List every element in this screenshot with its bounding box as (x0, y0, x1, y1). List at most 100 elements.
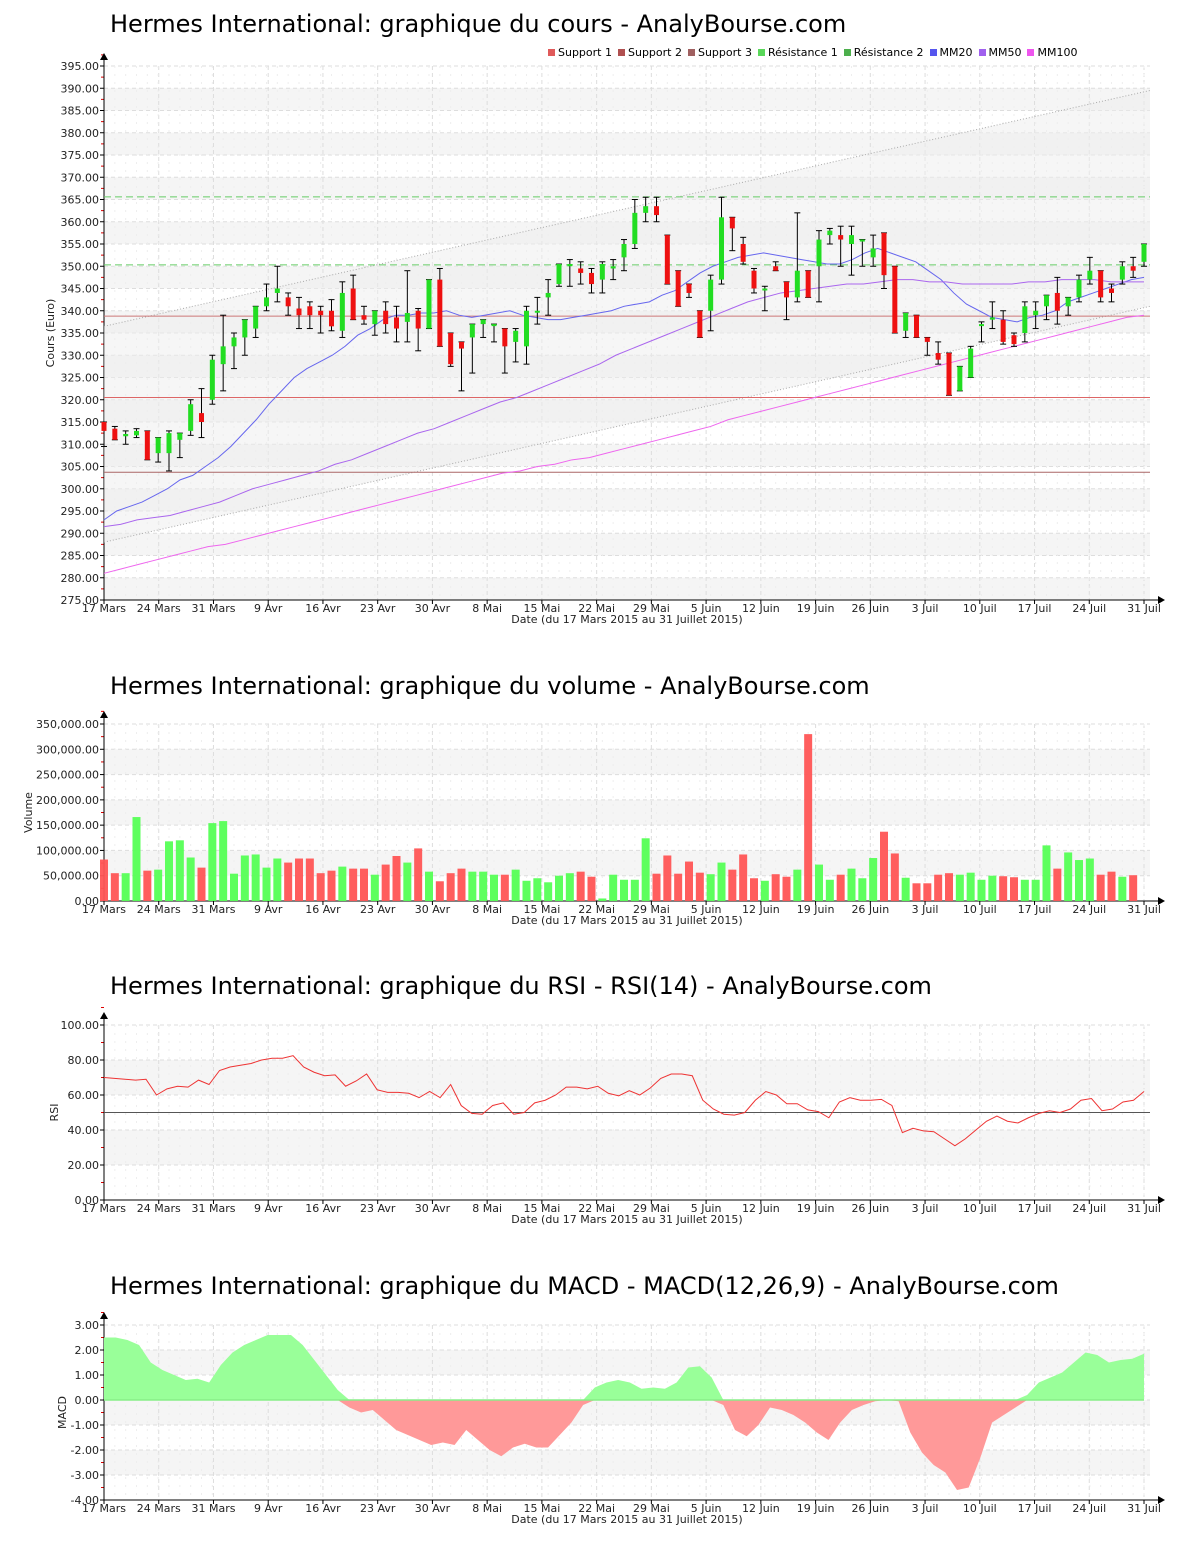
volume-chart-title: Hermes International: graphique du volum… (110, 672, 870, 700)
svg-text:17 Juil: 17 Juil (1018, 903, 1052, 916)
legend-item: MM100 (1027, 46, 1077, 59)
svg-text:280.00: 280.00 (61, 572, 100, 585)
legend-label: MM100 (1037, 46, 1078, 59)
svg-text:24 Mars: 24 Mars (137, 602, 181, 615)
legend-swatch-icon (929, 49, 937, 56)
svg-text:325.00: 325.00 (61, 372, 100, 385)
svg-text:295.00: 295.00 (61, 505, 100, 518)
svg-text:150,000.00: 150,000.00 (36, 819, 99, 832)
svg-text:5 Juin: 5 Juin (691, 602, 722, 615)
svg-text:23 Avr: 23 Avr (360, 602, 396, 615)
svg-text:310.00: 310.00 (61, 438, 100, 451)
svg-text:19 Juin: 19 Juin (797, 1202, 835, 1215)
svg-text:19 Juin: 19 Juin (797, 1502, 835, 1515)
svg-text:15 Mai: 15 Mai (524, 1502, 561, 1515)
svg-text:Volume: Volume (22, 792, 35, 833)
svg-text:360.00: 360.00 (61, 216, 100, 229)
svg-text:395.00: 395.00 (61, 60, 100, 73)
svg-text:30 Avr: 30 Avr (415, 1202, 451, 1215)
svg-text:-3.00: -3.00 (71, 1469, 99, 1482)
svg-text:5 Juin: 5 Juin (691, 1202, 722, 1215)
svg-text:10 Juil: 10 Juil (963, 1502, 997, 1515)
svg-text:24 Mars: 24 Mars (137, 1502, 181, 1515)
svg-text:19 Juin: 19 Juin (797, 602, 835, 615)
svg-text:350,000.00: 350,000.00 (36, 718, 99, 731)
svg-text:17 Mars: 17 Mars (82, 602, 126, 615)
legend-item: MM20 (929, 46, 973, 59)
svg-text:375.00: 375.00 (61, 149, 100, 162)
svg-text:30 Avr: 30 Avr (415, 602, 451, 615)
svg-text:26 Juin: 26 Juin (851, 1502, 889, 1515)
svg-text:16 Avr: 16 Avr (305, 1202, 341, 1215)
svg-text:3 Juil: 3 Juil (912, 602, 939, 615)
svg-text:80.00: 80.00 (68, 1054, 100, 1067)
svg-text:200,000.00: 200,000.00 (36, 794, 99, 807)
svg-text:16 Avr: 16 Avr (305, 1502, 341, 1515)
svg-text:2.00: 2.00 (75, 1344, 100, 1357)
svg-text:31 Mars: 31 Mars (191, 602, 235, 615)
svg-text:365.00: 365.00 (61, 194, 100, 207)
svg-text:9 Avr: 9 Avr (254, 1202, 283, 1215)
svg-text:17 Mars: 17 Mars (82, 1202, 126, 1215)
svg-text:15 Mai: 15 Mai (524, 602, 561, 615)
svg-text:40.00: 40.00 (68, 1124, 100, 1137)
legend-swatch-icon (687, 49, 695, 56)
svg-text:3.00: 3.00 (75, 1319, 100, 1332)
svg-text:24 Juil: 24 Juil (1072, 1202, 1106, 1215)
svg-text:3 Juil: 3 Juil (912, 1502, 939, 1515)
svg-text:24 Mars: 24 Mars (137, 903, 181, 916)
svg-text:9 Avr: 9 Avr (254, 602, 283, 615)
svg-text:30 Avr: 30 Avr (415, 1502, 451, 1515)
svg-text:390.00: 390.00 (61, 82, 100, 95)
svg-text:340.00: 340.00 (61, 305, 100, 318)
svg-text:8 Mai: 8 Mai (472, 903, 502, 916)
svg-text:300,000.00: 300,000.00 (36, 743, 99, 756)
svg-text:0.00: 0.00 (75, 1194, 100, 1207)
legend-swatch-icon (548, 49, 555, 56)
svg-text:335.00: 335.00 (61, 327, 100, 340)
price-chart: 275.00 280.00 285.00 290.00 295.00 300.00 305.… (44, 53, 1165, 626)
price-chart-title: Hermes International: graphique du cours… (110, 10, 847, 38)
svg-text:19 Juin: 19 Juin (797, 903, 835, 916)
svg-text:350.00: 350.00 (61, 260, 100, 273)
svg-text:29 Mai: 29 Mai (633, 1202, 670, 1215)
legend-item: Support 3 (687, 46, 752, 59)
svg-text:100.00: 100.00 (61, 1019, 100, 1032)
svg-text:10 Juil: 10 Juil (963, 1202, 997, 1215)
svg-text:24 Juil: 24 Juil (1072, 903, 1106, 916)
svg-text:31 Mars: 31 Mars (191, 1202, 235, 1215)
legend-swatch-icon (1027, 49, 1035, 56)
svg-text:315.00: 315.00 (61, 416, 100, 429)
svg-text:305.00: 305.00 (61, 461, 100, 474)
legend-label: MM50 (988, 46, 1022, 59)
svg-text:0.00: 0.00 (75, 1394, 100, 1407)
svg-text:385.00: 385.00 (61, 105, 100, 118)
svg-text:Date (du 17 Mars 2015 au 31 Ju: Date (du 17 Mars 2015 au 31 Juillet 2015… (511, 914, 742, 927)
svg-text:24 Juil: 24 Juil (1072, 1502, 1106, 1515)
svg-text:23 Avr: 23 Avr (360, 1202, 396, 1215)
svg-text:23 Avr: 23 Avr (360, 1502, 396, 1515)
svg-text:17 Juil: 17 Juil (1018, 602, 1052, 615)
svg-text:17 Juil: 17 Juil (1018, 1502, 1052, 1515)
rsi-chart-title: Hermes International: graphique du RSI -… (110, 972, 932, 1000)
svg-text:31 Juil: 31 Juil (1127, 903, 1161, 916)
legend-item: Support 1 (548, 46, 612, 59)
svg-text:285.00: 285.00 (61, 550, 100, 563)
svg-text:17 Mars: 17 Mars (82, 903, 126, 916)
svg-text:-1.00: -1.00 (71, 1419, 99, 1432)
svg-text:Date (du 17 Mars 2015 au 31 Ju: Date (du 17 Mars 2015 au 31 Juillet 2015… (511, 613, 742, 626)
svg-text:Date (du 17 Mars 2015 au 31 Ju: Date (du 17 Mars 2015 au 31 Juillet 2015… (511, 1513, 742, 1526)
svg-text:-4.00: -4.00 (71, 1494, 99, 1507)
svg-text:0.00: 0.00 (75, 895, 100, 908)
legend-swatch-icon (978, 49, 986, 56)
svg-text:17 Juil: 17 Juil (1018, 1202, 1052, 1215)
svg-text:31 Juil: 31 Juil (1127, 1202, 1161, 1215)
svg-text:10 Juil: 10 Juil (963, 602, 997, 615)
macd-chart-title: Hermes International: graphique du MACD … (110, 1272, 1059, 1300)
svg-text:29 Mai: 29 Mai (633, 602, 670, 615)
svg-text:MACD: MACD (56, 1396, 69, 1429)
svg-text:60.00: 60.00 (68, 1089, 100, 1102)
svg-text:22 Mai: 22 Mai (578, 1502, 615, 1515)
svg-text:3 Juil: 3 Juil (912, 1202, 939, 1215)
svg-text:5 Juin: 5 Juin (691, 903, 722, 916)
